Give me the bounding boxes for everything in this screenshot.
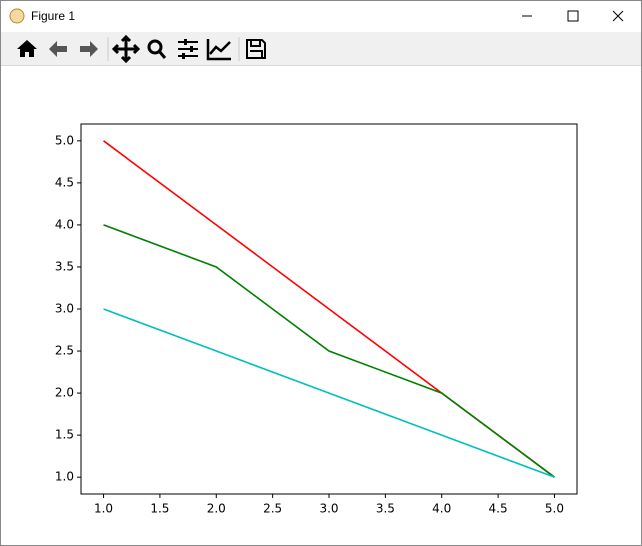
back-button[interactable] xyxy=(49,41,67,57)
x-tick-label: 2.5 xyxy=(263,502,282,516)
y-tick-label: 3.5 xyxy=(55,259,74,273)
y-tick-label: 1.5 xyxy=(55,428,74,442)
close-button[interactable] xyxy=(612,10,624,22)
configure-button[interactable] xyxy=(178,41,198,57)
slider-knob xyxy=(190,46,193,52)
title-bar: Figure 1 xyxy=(1,1,641,32)
x-tick-label: 5.0 xyxy=(545,502,564,516)
chart: 1.0 1.5 2.0 2.5 3.0 3.5 4.0 4.5 5.0 1.0 1.5 2.0 2.5 3… xyxy=(55,123,578,516)
axes-frame xyxy=(80,123,578,495)
save-button[interactable] xyxy=(246,39,266,59)
y-tick-label: 4.0 xyxy=(55,217,74,231)
window-title: Figure 1 xyxy=(31,9,76,23)
slider-knob xyxy=(184,39,187,45)
forward-button[interactable] xyxy=(80,41,98,57)
pan-button[interactable] xyxy=(111,34,141,64)
home-button[interactable] xyxy=(17,40,37,57)
toolbar xyxy=(1,32,641,66)
zoom-handle xyxy=(157,50,167,59)
zoom-button[interactable] xyxy=(147,39,163,55)
x-tick-label: 3.5 xyxy=(376,502,395,516)
x-tick-label: 1.5 xyxy=(150,502,169,516)
app-icon xyxy=(9,8,25,24)
slider-knob xyxy=(182,53,185,59)
y-tick-label: 4.5 xyxy=(55,175,74,189)
edit-axes-button[interactable] xyxy=(206,39,231,61)
x-tick-label: 1.0 xyxy=(94,502,113,516)
y-tick-label: 2.5 xyxy=(55,344,74,358)
x-tick-label: 4.0 xyxy=(432,502,451,516)
y-tick-label: 5.0 xyxy=(55,133,74,147)
series-line xyxy=(103,224,555,478)
x-tick-label: 4.5 xyxy=(489,502,508,516)
title-bar-graphics xyxy=(9,8,624,24)
toolbar-icons xyxy=(17,34,266,64)
y-tick-label: 2.0 xyxy=(55,386,74,400)
series-line xyxy=(103,308,555,478)
y-tick-label: 3.0 xyxy=(55,302,74,316)
x-tick-label: 3.0 xyxy=(319,502,338,516)
maximize-button[interactable] xyxy=(567,10,579,22)
x-tick-label: 2.0 xyxy=(207,502,226,516)
y-tick-label: 1.0 xyxy=(55,470,74,484)
